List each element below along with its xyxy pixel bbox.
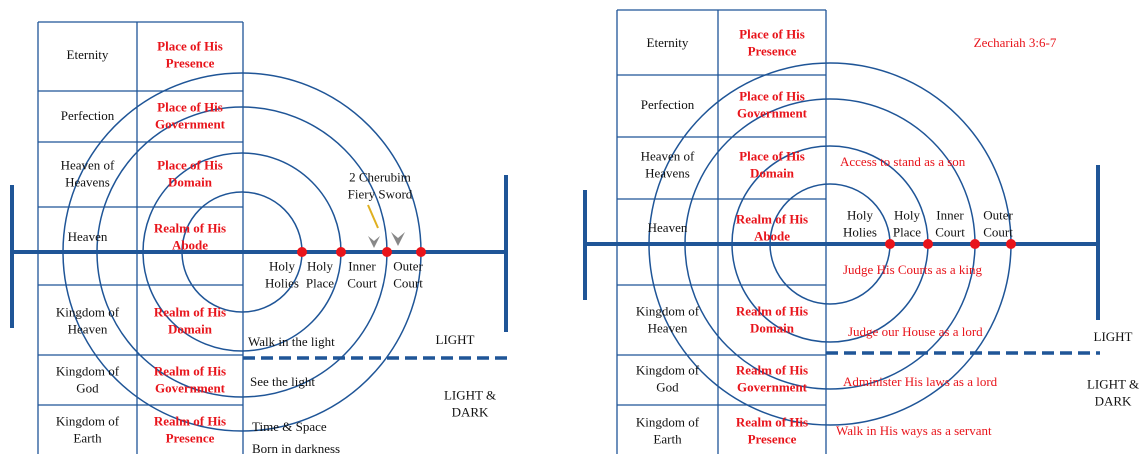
cherub-icon: [391, 232, 405, 246]
level-label: Kingdom of: [56, 304, 120, 319]
place-label: Place of His: [157, 99, 223, 114]
level-label: God: [76, 380, 99, 395]
level-label: Heaven: [68, 321, 108, 336]
place-label: Place of His: [739, 88, 805, 103]
place-label: Government: [737, 379, 808, 394]
sword: [368, 205, 378, 228]
court-label: Holy: [847, 207, 874, 222]
court-label: Place: [893, 224, 921, 239]
place-label: Presence: [748, 43, 797, 58]
court-dot: [923, 239, 933, 249]
place-label: Government: [155, 116, 226, 131]
place-label: Place of His: [157, 157, 223, 172]
place-label: Place of His: [157, 38, 223, 53]
place-label: Place of His: [739, 148, 805, 163]
place-label: Domain: [168, 321, 213, 336]
court-label: Court: [393, 275, 423, 290]
court-label: Holy: [307, 258, 334, 273]
court-label: Outer: [983, 207, 1013, 222]
level-label: Heavens: [645, 165, 690, 180]
place-label: Government: [737, 105, 808, 120]
court-dot: [416, 247, 426, 257]
note: Born in darkness: [252, 441, 340, 454]
place-label: Realm of His: [154, 220, 226, 235]
place-label: Domain: [168, 174, 213, 189]
level-label: Perfection: [641, 97, 695, 112]
light-label: LIGHT: [1094, 329, 1133, 344]
place-label: Realm of His: [736, 362, 808, 377]
place-label: Presence: [166, 55, 215, 70]
court-dot: [297, 247, 307, 257]
note: Judge His Courts as a king: [843, 262, 983, 277]
note: See the light: [250, 374, 315, 389]
court-label: Court: [347, 275, 377, 290]
level-label: Heavens: [65, 174, 110, 189]
place-label: Abode: [754, 228, 790, 243]
level-label: Eternity: [647, 35, 689, 50]
reference: Zechariah 3:6-7: [974, 35, 1057, 50]
court-label: Holies: [843, 224, 877, 239]
court-label: Holy: [894, 207, 921, 222]
court-dot: [885, 239, 895, 249]
cherubim-label: 2 Cherubim: [349, 169, 411, 184]
level-label: Kingdom of: [636, 414, 700, 429]
court-label: Inner: [936, 207, 964, 222]
light-dark-label: DARK: [452, 404, 489, 419]
place-label: Realm of His: [154, 363, 226, 378]
level-label: Perfection: [61, 108, 115, 123]
light-dark-label: LIGHT &: [444, 387, 496, 402]
place-label: Presence: [166, 430, 215, 445]
place-label: Realm of His: [154, 304, 226, 319]
court-dot: [336, 247, 346, 257]
court-label: Holy: [269, 258, 296, 273]
court-label: Outer: [393, 258, 423, 273]
diagram: Eternity Place of His Presence Perfection Pl…: [0, 0, 1146, 454]
level-label: God: [656, 379, 679, 394]
court-label: Court: [983, 224, 1013, 239]
court-label: Court: [935, 224, 965, 239]
light-dark-label: LIGHT &: [1087, 376, 1139, 391]
level-label: Earth: [653, 431, 682, 446]
place-label: Place of His: [739, 26, 805, 41]
page: Eternity Place of His Presence Perfection Pl…: [0, 0, 1146, 454]
place-label: Realm of His: [154, 413, 226, 428]
place-label: Presence: [748, 431, 797, 446]
place-label: Government: [155, 380, 226, 395]
cherubim-label: Fiery Sword: [348, 186, 413, 201]
note: Time & Space: [252, 419, 327, 434]
note: Access to stand as a son: [840, 154, 966, 169]
level-label: Heaven: [648, 320, 688, 335]
note: Administer His laws as a lord: [843, 374, 998, 389]
court-label: Holies: [265, 275, 299, 290]
place-label: Domain: [750, 165, 795, 180]
level-label: Kingdom of: [56, 413, 120, 428]
place-label: Domain: [750, 320, 795, 335]
level-label: Heaven of: [61, 157, 115, 172]
level-label: Kingdom of: [636, 362, 700, 377]
light-dark-label: DARK: [1095, 393, 1132, 408]
court-label: Inner: [348, 258, 376, 273]
level-label: Kingdom of: [56, 363, 120, 378]
note: Walk in His ways as a servant: [836, 423, 992, 438]
court-dot: [970, 239, 980, 249]
level-label: Heaven: [648, 220, 688, 235]
court-dot: [1006, 239, 1016, 249]
court-dot: [382, 247, 392, 257]
court-label: Place: [306, 275, 334, 290]
level-label: Kingdom of: [636, 303, 700, 318]
place-label: Realm of His: [736, 414, 808, 429]
level-label: Heaven of: [641, 148, 695, 163]
level-label: Earth: [73, 430, 102, 445]
level-label: Heaven: [68, 229, 108, 244]
place-label: Realm of His: [736, 303, 808, 318]
light-label: LIGHT: [436, 332, 475, 347]
level-label: Eternity: [67, 47, 109, 62]
place-label: Abode: [172, 237, 208, 252]
note: Walk in the light: [248, 334, 335, 349]
cherub-icon: [368, 236, 380, 248]
place-label: Realm of His: [736, 211, 808, 226]
note: Judge our House as a lord: [848, 324, 983, 339]
